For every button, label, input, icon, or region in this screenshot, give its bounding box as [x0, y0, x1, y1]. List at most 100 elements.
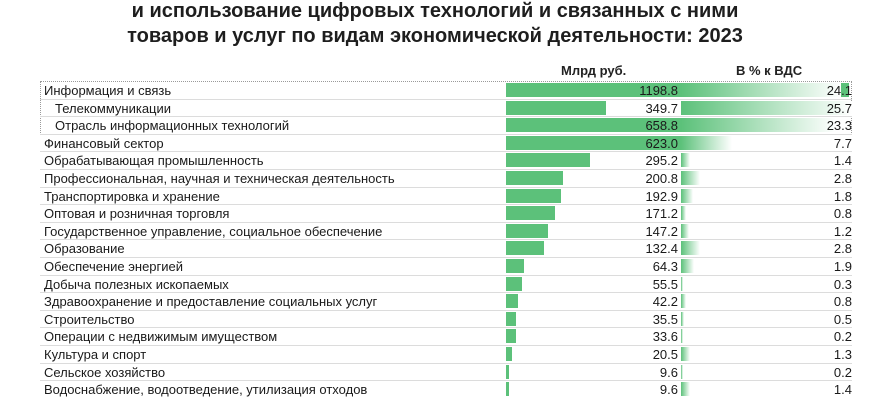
value-billion-rub: 64.3	[652, 259, 678, 274]
bar-billion-rub	[506, 276, 522, 291]
bar-percent-gva	[681, 206, 687, 221]
bar-billion-rub	[506, 311, 517, 326]
category-label: Обеспечение энергией	[44, 259, 184, 274]
value-billion-rub: 200.8	[645, 171, 678, 186]
category-label: Профессиональная, научная и техническая …	[44, 171, 395, 186]
value-billion-rub: 33.6	[652, 329, 678, 345]
category-label: Водоснабжение, водоотведение, утилизация…	[44, 382, 368, 398]
value-percent-gva: 1.9	[833, 259, 852, 274]
bar-billion-rub	[506, 329, 516, 344]
value-billion-rub: 171.2	[645, 206, 678, 222]
row-separator	[40, 380, 852, 382]
bar-billion-rub	[506, 188, 562, 203]
value-percent-gva: 0.2	[833, 329, 852, 345]
category-label: Государственное управление, социальное о…	[44, 223, 383, 239]
value-percent-gva: 1.3	[833, 347, 852, 362]
bar-percent-gva	[681, 188, 693, 203]
value-billion-rub: 20.5	[652, 347, 678, 362]
category-label: Телекоммуникации	[55, 100, 172, 116]
value-billion-rub: 1198.8	[639, 83, 678, 98]
value-percent-gva: 2.8	[833, 241, 852, 257]
row-separator	[40, 309, 852, 311]
bar-percent-gva	[681, 276, 683, 291]
row-separator	[40, 257, 852, 258]
value-percent-gva: 1.4	[833, 382, 852, 398]
value-percent-gva: 25.7	[826, 100, 852, 116]
row-separator	[40, 327, 852, 329]
bar-percent-gva	[681, 83, 842, 97]
value-percent-gva: 0.3	[833, 276, 852, 292]
row-separator	[40, 345, 852, 346]
row-separator	[40, 186, 852, 188]
bar-percent-gva	[681, 153, 691, 168]
bar-billion-rub	[506, 223, 549, 238]
value-billion-rub: 658.8	[645, 118, 678, 134]
value-percent-gva: 1.8	[833, 188, 852, 204]
bar-billion-rub	[506, 118, 695, 133]
row-separator	[40, 116, 852, 118]
row-separator	[40, 133, 852, 135]
bar-percent-gva	[681, 311, 685, 326]
value-billion-rub: 9.6	[659, 382, 678, 398]
bar-billion-rub	[506, 135, 685, 150]
bar-percent-gva	[681, 294, 687, 309]
category-label: Здравоохранение и предоставление социаль…	[44, 294, 378, 310]
value-billion-rub: 132.4	[645, 241, 678, 257]
row-separator	[40, 204, 852, 206]
category-label: Добыча полезных ископаемых	[44, 276, 229, 292]
bar-percent-gva	[681, 241, 700, 256]
value-billion-rub: 147.2	[645, 223, 678, 239]
value-billion-rub: 55.5	[652, 276, 678, 292]
value-percent-gva: 0.8	[833, 294, 852, 310]
row-separator	[40, 274, 852, 276]
bar-percent-gva	[681, 364, 683, 379]
value-billion-rub: 623.0	[645, 135, 678, 151]
chart-title-line-2: товаров и услуг по видам экономической д…	[127, 25, 743, 47]
category-label: Образование	[44, 241, 125, 257]
row-separator	[40, 362, 852, 364]
bar-percent-gva	[681, 223, 689, 238]
bar-billion-rub	[506, 364, 509, 379]
category-label: Оптовая и розничная торговля	[44, 206, 230, 222]
category-label: Операции с недвижимым имуществом	[44, 329, 278, 345]
bar-billion-rub	[506, 241, 544, 256]
row-separator	[40, 151, 852, 153]
value-billion-rub: 349.7	[645, 100, 678, 116]
category-label: Транспортировка и хранение	[44, 188, 220, 204]
bar-percent-gva	[681, 171, 700, 185]
bar-percent-gva	[681, 118, 837, 133]
category-label: Культура и спорт	[44, 347, 147, 362]
row-separator	[40, 292, 852, 294]
category-label: Сельское хозяйство	[44, 364, 166, 380]
bar-percent-gva	[681, 329, 683, 344]
bar-percent-gva	[681, 382, 691, 397]
value-billion-rub: 42.2	[652, 294, 678, 310]
category-label: Строительство	[44, 311, 135, 327]
value-percent-gva: 1.2	[833, 223, 852, 239]
bar-billion-rub	[506, 347, 512, 361]
value-billion-rub: 192.9	[645, 188, 678, 204]
bar-billion-rub	[506, 153, 591, 168]
category-label: Обрабатывающая промышленность	[44, 153, 264, 169]
row-separator	[40, 169, 852, 170]
bar-billion-rub	[506, 206, 555, 221]
value-percent-gva: 0.8	[833, 206, 852, 222]
row-separator	[40, 239, 852, 241]
row-separator	[40, 221, 852, 223]
value-percent-gva: 0.2	[833, 364, 852, 380]
value-billion-rub: 35.5	[652, 311, 678, 327]
category-label: Информация и связь	[44, 83, 172, 98]
bar-billion-rub	[506, 294, 519, 309]
row-separator	[40, 98, 852, 100]
bar-billion-rub	[506, 382, 509, 397]
value-percent-gva: 1.4	[833, 153, 852, 169]
bar-percent-gva	[681, 135, 733, 150]
bar-percent-gva	[681, 347, 690, 361]
bar-billion-rub	[506, 171, 564, 185]
category-label: Отрасль информационных технологий	[55, 118, 290, 134]
value-percent-gva: 2.8	[833, 171, 852, 186]
value-billion-rub: 295.2	[645, 153, 678, 169]
column-header-billion-rub: Млрд руб.	[561, 63, 627, 78]
value-percent-gva: 23.3	[826, 118, 852, 134]
category-label: Финансовый сектор	[44, 135, 164, 151]
